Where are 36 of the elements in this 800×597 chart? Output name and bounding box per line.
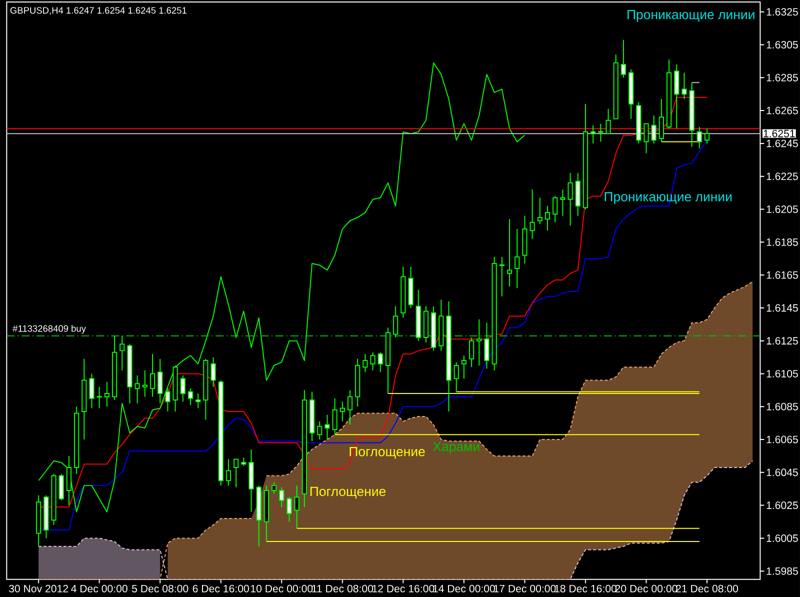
y-tick-label: 1.5985 xyxy=(766,567,798,575)
y-tick-label: 1.6005 xyxy=(766,534,798,542)
annotation: Поглощение xyxy=(310,486,386,498)
x-tick-label: 18 Dec 16:00 xyxy=(554,584,617,592)
x-tick-label: 10 Dec 00:00 xyxy=(250,584,313,592)
x-tick-label: 21 Dec 08:00 xyxy=(676,584,738,592)
x-tick-label: 4 Dec 00:00 xyxy=(71,584,128,592)
y-tick-label: 1.6085 xyxy=(766,402,798,410)
x-tick-label: 14 Dec 00:00 xyxy=(433,584,495,592)
y-tick-label: 1.6245 xyxy=(766,140,798,148)
y-tick-label: 1.6265 xyxy=(766,106,798,114)
y-tick-label: 1.6145 xyxy=(766,304,798,312)
y-tick-label: 1.6225 xyxy=(766,172,798,180)
y-tick-label: 1.6205 xyxy=(766,205,798,213)
ref-line-label: #1133268409 buy xyxy=(12,324,86,334)
y-tick-label: 1.6125 xyxy=(766,336,798,344)
x-tick-label: 20 Dec 00:00 xyxy=(615,584,678,592)
y-tick-label: 1.6185 xyxy=(766,238,798,246)
y-tick-label: 1.6105 xyxy=(766,370,798,378)
y-tick-label: 1.6305 xyxy=(766,40,798,48)
x-tick-label: 30 Nov 2012 xyxy=(8,584,68,592)
y-tick-label: 1.6065 xyxy=(766,436,798,444)
x-tick-label: 6 Dec 16:00 xyxy=(192,584,249,592)
y-tick-label: 1.6025 xyxy=(766,501,798,509)
chart-title: GBPUSD,H4 1.6247 1.6254 1.6245 1.6251 xyxy=(10,7,186,15)
y-tick-label: 1.6285 xyxy=(766,74,798,82)
x-tick-label: 17 Dec 00:00 xyxy=(494,584,556,592)
x-tick-label: 5 Dec 08:00 xyxy=(132,584,188,592)
x-tick-label: 11 Dec 08:00 xyxy=(312,584,374,592)
y-tick-label: 1.6325 xyxy=(766,8,798,16)
y-tick-label: 1.6165 xyxy=(766,271,798,279)
annotation: Проникающие линии xyxy=(628,10,754,22)
x-tick-label: 12 Dec 16:00 xyxy=(372,584,434,592)
annotation: Харами xyxy=(432,442,480,454)
y-tick-label: 1.6045 xyxy=(766,468,798,476)
ref-line-label: 1.6251 xyxy=(764,130,795,138)
